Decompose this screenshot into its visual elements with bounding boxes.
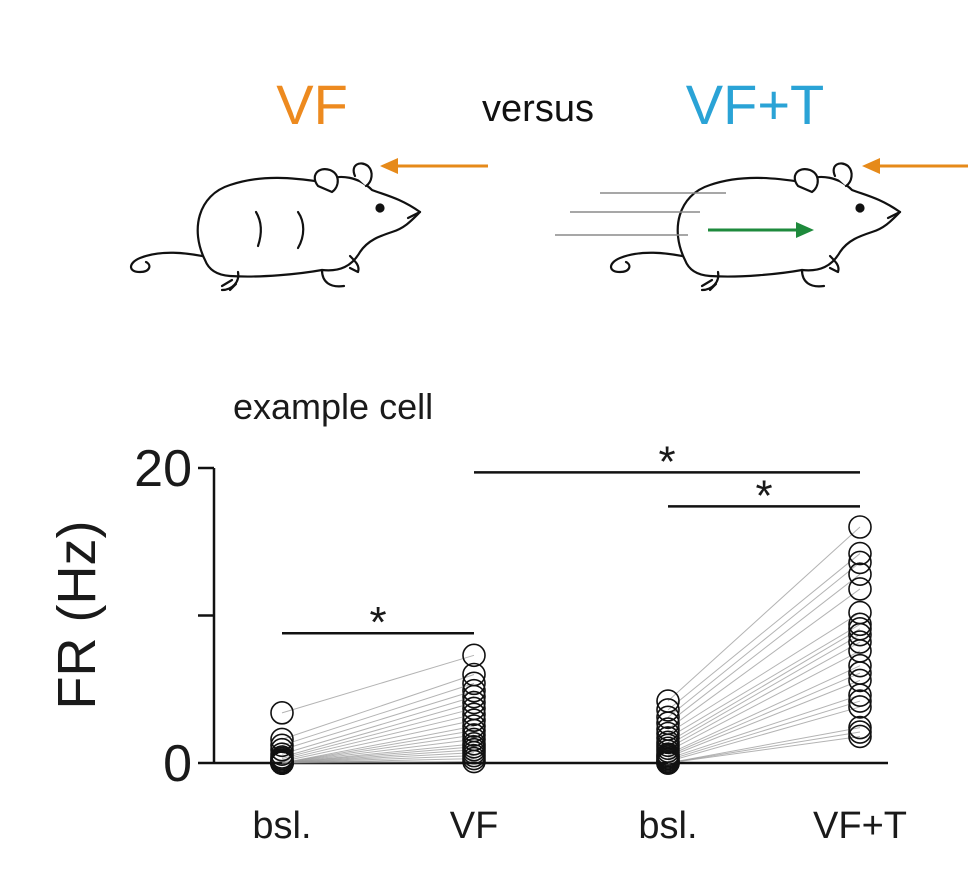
y-axis-label: FR (Hz) [47,521,107,710]
data-point [656,705,680,730]
stimulus-arrow-left-icon [380,158,488,174]
data-point [270,737,294,762]
pair-line [667,623,861,739]
pair-line [667,641,861,749]
data-point [270,751,294,775]
data-point [848,689,872,713]
significance-bars: * * * [282,437,860,647]
significance-star: * [658,437,675,486]
pair-line [667,706,861,763]
pair-line [281,738,475,764]
vft-condition-label: VF+T [686,73,824,136]
pair-line [281,702,475,758]
pair-line [281,654,475,714]
data-point [462,690,486,715]
data-point [656,751,680,775]
motion-lines-icon [555,192,726,236]
pair-line [667,650,861,752]
significance-star: * [369,598,386,647]
pair-line [281,713,475,761]
pair-line [667,694,861,760]
data-point [848,715,872,740]
data-point [462,702,486,727]
data-point [848,612,872,637]
data-point [848,695,872,719]
pair-line [281,690,475,751]
mouse-stationary-icon [129,162,422,292]
treadmill-arrow-icon [708,222,814,238]
stimulus-arrow-right-icon [862,158,968,174]
data-point [462,749,486,774]
pair-line [667,634,861,746]
data-point [656,698,680,722]
data-point [848,720,872,744]
pair-line [667,679,861,758]
data-point [270,733,294,758]
pair-line [281,730,475,764]
pair-line [667,735,861,764]
pair-line [281,682,475,746]
data-point [462,714,486,738]
data-point [848,577,872,601]
chart: example cell FR (Hz) 0 20 * * * bsl. VF bsl. V… [47,386,907,847]
pair-line [281,696,475,755]
pair-line [667,672,861,757]
axes: 0 20 [134,440,888,793]
data-point [270,701,294,725]
pair-line [281,707,475,760]
pair-line [667,573,861,724]
data-point [848,630,872,654]
header: VF versus VF+T [276,73,824,136]
data-point [848,541,872,566]
data-point [462,684,486,709]
pair-line [667,731,861,764]
pair-line [667,553,861,711]
data-point [848,562,872,587]
data-point [462,723,486,747]
pair-line [281,674,475,740]
x-tick-label: VF+T [813,805,907,847]
pair-line [281,719,475,763]
vf-condition-label: VF [276,73,348,136]
data-point [848,724,872,749]
versus-label: versus [482,88,594,130]
x-tick-label: bsl. [638,805,697,847]
data-point [848,683,872,707]
data-point [462,643,486,668]
data-points [270,515,872,775]
x-tick-label: bsl. [252,805,311,847]
data-point [462,708,486,733]
pair-line [281,761,475,764]
pair-line [667,665,861,755]
mouse-running-icon [609,162,902,292]
pair-line [281,725,475,764]
significance-star: * [755,471,772,520]
data-point [848,550,872,575]
data-point [848,622,872,647]
pair-line [667,526,861,702]
y-tick-label: 0 [163,735,192,793]
pair-line [281,734,475,764]
pair-lines [281,526,861,764]
x-tick-label: VF [450,805,499,847]
x-tick-labels: bsl. VF bsl. VF+T [252,805,907,847]
data-point [848,515,872,539]
data-point [462,671,486,696]
pair-line [667,700,861,761]
y-tick-label: 20 [134,440,192,498]
pair-line [667,562,861,718]
example-cell-annotation: example cell [233,386,433,427]
data-point [848,653,872,678]
pair-line [667,588,861,730]
pair-line [667,727,861,764]
data-point [848,668,872,693]
pair-line [667,612,861,734]
pair-line [667,628,861,743]
data-point [462,678,486,703]
